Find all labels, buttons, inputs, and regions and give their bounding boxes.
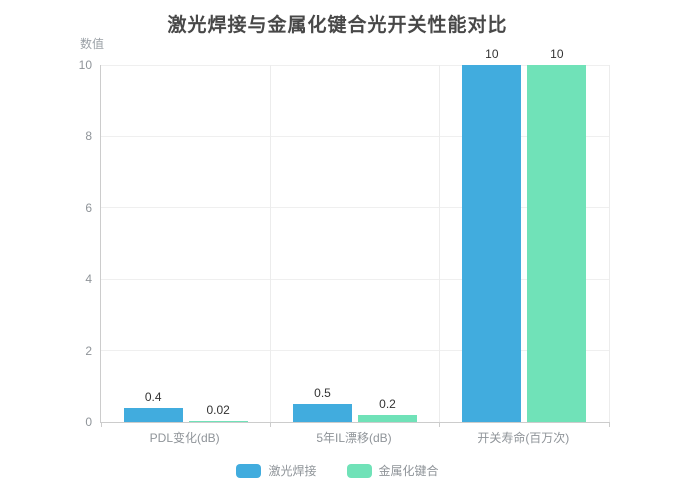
y-axis-tick-label: 10: [78, 58, 92, 72]
vertical-splitline: [439, 65, 441, 422]
gridline-horizontal: [101, 64, 609, 66]
y-axis-tick-label: 8: [85, 129, 92, 144]
legend-label-metallization-bonding: 金属化键合: [378, 464, 439, 478]
x-axis-tick: [439, 422, 441, 427]
legend-item-laser-welding[interactable]: 激光焊接: [236, 462, 317, 479]
bar[interactable]: [358, 414, 417, 422]
legend-label-laser-welding: 激光焊接: [268, 464, 317, 478]
y-axis-tick-label: 0: [85, 415, 92, 429]
legend-swatch-metallization-bonding: [346, 463, 372, 478]
bar-value-label: 10: [485, 47, 499, 61]
x-axis-tick: [100, 422, 102, 427]
bar[interactable]: [462, 65, 522, 422]
bar[interactable]: [123, 407, 183, 422]
x-axis-category-label: 开关寿命(百万次): [477, 431, 570, 445]
bar-value-label: 0.5: [314, 386, 331, 401]
y-axis-tick-labels: 0 2 4 6 8 10: [0, 58, 92, 429]
plot-area: 0.4 0.5 10 0.02 0.2 10: [100, 47, 610, 427]
legend-item-metallization-bonding[interactable]: 金属化键合: [346, 462, 439, 479]
bar[interactable]: [293, 404, 352, 422]
x-axis-category-label: PDL变化(dB): [149, 431, 220, 445]
y-axis-tick-label: 2: [85, 343, 92, 358]
gridline-horizontal: [101, 135, 609, 137]
vertical-splitline: [608, 65, 610, 422]
x-axis-tick: [269, 422, 271, 427]
chart-title: 激光焊接与金属化键合光开关性能对比: [167, 15, 508, 36]
bar-value-label: 0.4: [144, 389, 162, 404]
x-axis-category-label: 5年IL漂移(dB): [316, 431, 392, 445]
gridline-horizontal: [101, 350, 609, 352]
x-axis-tick: [608, 422, 610, 427]
bar[interactable]: [527, 65, 587, 422]
bar-value-label: 0.2: [379, 396, 396, 411]
legend: 激光焊接 金属化键合: [0, 462, 675, 479]
bar-value-label: 10: [550, 47, 564, 61]
bar[interactable]: [188, 421, 248, 422]
gridline-horizontal: [101, 278, 609, 280]
y-axis-tick-label: 4: [85, 272, 92, 287]
bar-value-label: 0.02: [206, 403, 230, 418]
y-axis-tick-label: 6: [85, 200, 92, 215]
y-axis-name: 数值: [80, 37, 105, 51]
x-axis-category-labels: PDL变化(dB) 5年IL漂移(dB) 开关寿命(百万次): [100, 429, 608, 445]
gridline-horizontal: [101, 207, 609, 209]
legend-swatch-laser-welding: [236, 463, 262, 478]
vertical-splitline: [269, 65, 271, 422]
